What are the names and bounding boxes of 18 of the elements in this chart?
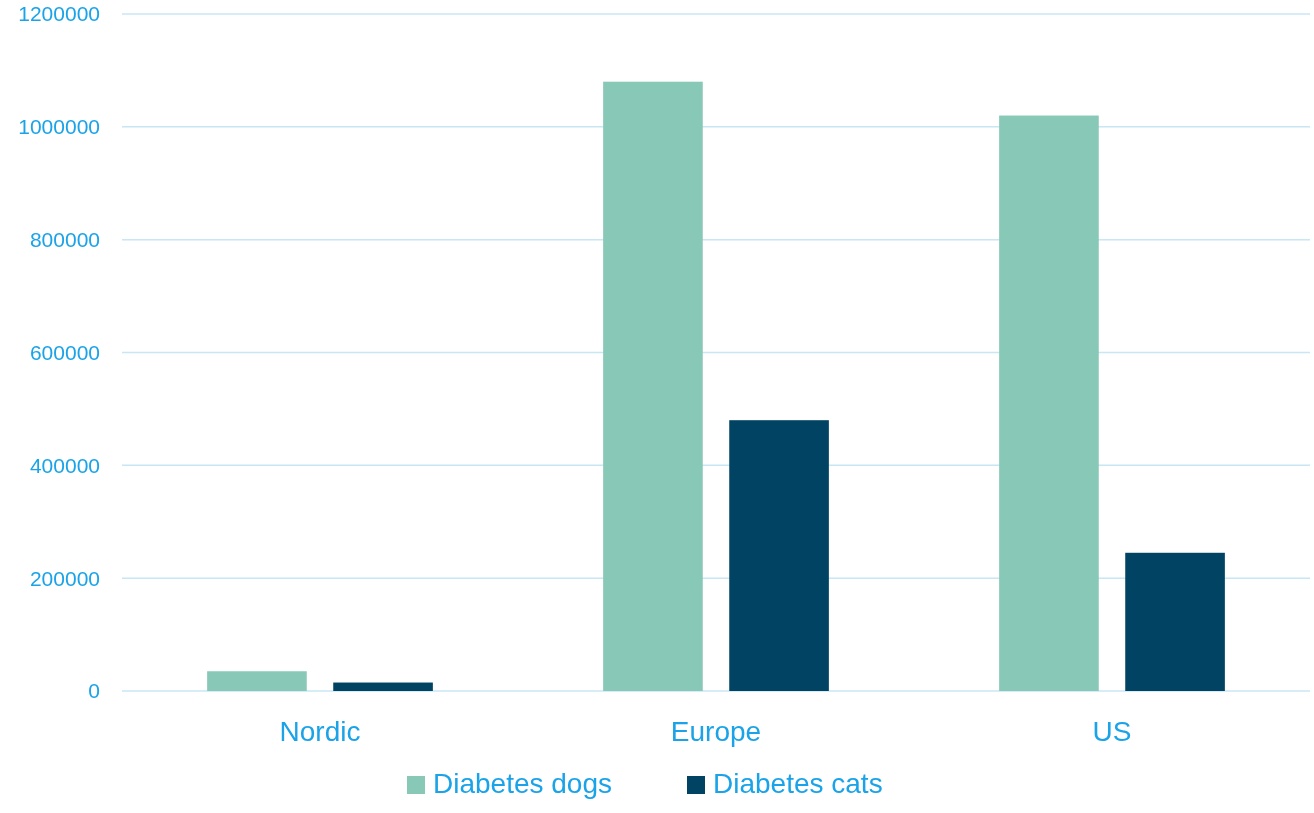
y-tick-label: 800000	[29, 228, 100, 252]
bar	[603, 81, 703, 691]
legend-label: Diabetes dogs	[433, 768, 613, 799]
y-tick-label: 400000	[29, 453, 100, 477]
x-tick-label: Europe	[670, 716, 762, 747]
bar	[333, 682, 433, 691]
x-tick-label: US	[1092, 716, 1132, 747]
y-tick-label: 1000000	[18, 115, 100, 139]
x-tick-label: Nordic	[279, 716, 361, 747]
bar	[729, 420, 829, 691]
bar	[999, 115, 1099, 691]
y-tick-label: 200000	[29, 566, 100, 590]
legend-label: Diabetes cats	[713, 768, 883, 799]
y-tick-label: 1200000	[18, 2, 100, 26]
y-tick-label: 0	[88, 679, 100, 703]
y-tick-label: 600000	[29, 340, 100, 364]
bar	[207, 671, 307, 691]
bar	[1125, 552, 1225, 691]
